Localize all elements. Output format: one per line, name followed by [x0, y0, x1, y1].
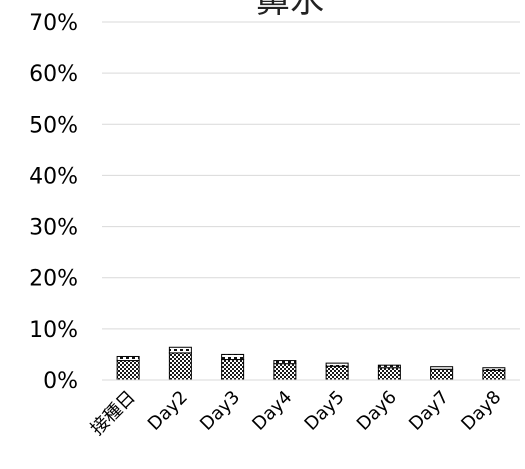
bar-upper: [221, 353, 245, 361]
bar-upper: [482, 367, 506, 371]
y-axis-ticks: 0% 10% 20% 30% 40% 50% 60% 70%: [29, 11, 78, 394]
bar-lower: [430, 368, 454, 381]
x-tick-label: Day5: [301, 387, 349, 435]
y-tick-label: 20%: [29, 267, 78, 292]
bar-lower: [273, 363, 297, 381]
x-tick-label: Day7: [405, 387, 453, 435]
x-tick-label: Day8: [457, 387, 505, 435]
chart-title: 鼻水: [256, 0, 324, 21]
y-tick-label: 50%: [29, 113, 78, 138]
y-tick-label: 70%: [29, 11, 78, 36]
bars: [116, 346, 506, 381]
bar-upper: [377, 364, 401, 369]
x-tick-label: Day2: [144, 387, 192, 435]
bar-upper: [273, 360, 297, 365]
bar-lower: [377, 367, 401, 381]
y-tick-label: 40%: [29, 164, 78, 189]
bar-lower: [325, 365, 349, 381]
bar-upper: [325, 362, 349, 367]
x-tick-label: Day6: [353, 387, 401, 435]
y-tick-label: 60%: [29, 62, 78, 87]
bar-lower: [116, 360, 140, 381]
gridlines: [102, 21, 520, 330]
bar-lower: [482, 369, 506, 381]
bar-upper: [430, 366, 454, 370]
bar-upper: [116, 355, 140, 362]
x-tick-label: 接種日: [87, 387, 140, 440]
x-tick-label: Day3: [196, 387, 244, 435]
bar-lower: [221, 359, 245, 381]
y-tick-label: 0%: [43, 369, 78, 394]
bar-upper: [168, 346, 192, 354]
x-tick-label: Day4: [248, 387, 296, 435]
bar-lower: [168, 352, 192, 381]
y-tick-label: 30%: [29, 216, 78, 241]
x-axis-ticks: 接種日 Day2 Day3 Day4 Day5 Day6 Day7 Day8: [87, 387, 506, 440]
y-tick-label: 10%: [29, 318, 78, 343]
